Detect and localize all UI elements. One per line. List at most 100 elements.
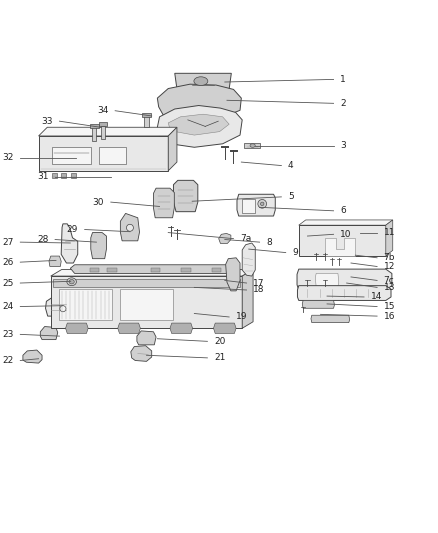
Text: 3: 3: [340, 141, 346, 150]
Text: 25: 25: [2, 279, 14, 287]
Polygon shape: [61, 173, 67, 177]
Ellipse shape: [67, 278, 76, 286]
Bar: [90, 268, 99, 272]
Text: 27: 27: [2, 238, 14, 247]
Text: 1: 1: [340, 75, 346, 84]
Ellipse shape: [60, 305, 66, 312]
Text: 10: 10: [340, 230, 352, 239]
Text: 9: 9: [292, 248, 298, 257]
Text: 12: 12: [384, 262, 395, 271]
Text: 21: 21: [214, 353, 225, 362]
Text: 13: 13: [384, 283, 395, 292]
Polygon shape: [297, 269, 392, 290]
Text: 8: 8: [266, 238, 272, 247]
Polygon shape: [299, 220, 393, 225]
Polygon shape: [92, 127, 96, 141]
Text: 32: 32: [2, 153, 14, 162]
Text: 33: 33: [42, 117, 53, 126]
Polygon shape: [61, 224, 78, 263]
Ellipse shape: [261, 202, 264, 206]
Bar: [151, 268, 160, 272]
Ellipse shape: [127, 224, 134, 231]
Text: 34: 34: [97, 106, 109, 115]
Polygon shape: [168, 127, 177, 171]
Text: 30: 30: [93, 198, 104, 207]
Polygon shape: [142, 114, 151, 117]
Polygon shape: [175, 74, 231, 89]
Polygon shape: [137, 331, 156, 345]
Bar: [107, 268, 117, 272]
Text: 26: 26: [2, 257, 14, 266]
Polygon shape: [60, 289, 112, 320]
Text: 28: 28: [37, 235, 49, 244]
Bar: [212, 268, 221, 272]
Ellipse shape: [69, 279, 74, 284]
Text: 20: 20: [214, 337, 225, 346]
Text: 11: 11: [384, 228, 395, 237]
Polygon shape: [315, 273, 339, 287]
Text: 2: 2: [340, 99, 346, 108]
Polygon shape: [157, 106, 242, 147]
Text: 7a: 7a: [240, 234, 251, 243]
Polygon shape: [213, 323, 236, 334]
Bar: [52, 147, 91, 164]
Text: 24: 24: [3, 302, 14, 311]
Text: 29: 29: [67, 225, 78, 234]
Text: 4: 4: [288, 161, 293, 170]
Polygon shape: [242, 243, 255, 276]
Polygon shape: [118, 323, 141, 334]
Polygon shape: [144, 116, 149, 127]
Polygon shape: [120, 213, 140, 241]
Text: 19: 19: [236, 312, 247, 321]
Polygon shape: [101, 126, 105, 140]
Polygon shape: [244, 143, 261, 148]
Polygon shape: [23, 350, 42, 363]
Polygon shape: [131, 346, 152, 361]
Polygon shape: [46, 296, 72, 316]
Polygon shape: [120, 289, 173, 320]
Polygon shape: [51, 276, 242, 328]
Polygon shape: [325, 238, 355, 256]
Text: 23: 23: [2, 330, 14, 339]
Polygon shape: [311, 315, 350, 322]
Polygon shape: [297, 286, 391, 301]
Text: 18: 18: [253, 286, 265, 295]
Polygon shape: [39, 127, 177, 136]
Polygon shape: [71, 265, 236, 273]
Polygon shape: [90, 124, 99, 128]
Text: 15: 15: [384, 302, 395, 311]
Ellipse shape: [258, 199, 267, 208]
Polygon shape: [157, 84, 241, 119]
Polygon shape: [66, 323, 88, 334]
Text: 16: 16: [384, 312, 395, 321]
Polygon shape: [49, 256, 61, 266]
Bar: [242, 199, 255, 213]
Bar: [181, 268, 191, 272]
Bar: [99, 147, 126, 164]
Text: 5: 5: [288, 192, 293, 201]
Polygon shape: [219, 233, 231, 244]
Polygon shape: [91, 232, 106, 259]
Ellipse shape: [194, 77, 208, 85]
Polygon shape: [237, 194, 275, 216]
Polygon shape: [51, 270, 253, 276]
Text: 6: 6: [340, 206, 346, 215]
Polygon shape: [39, 136, 168, 171]
Polygon shape: [226, 258, 240, 291]
Polygon shape: [299, 225, 386, 256]
Text: 7c: 7c: [384, 276, 394, 285]
Text: 14: 14: [371, 293, 382, 302]
Polygon shape: [52, 173, 57, 177]
Text: 7b: 7b: [384, 253, 395, 262]
Polygon shape: [386, 220, 393, 256]
Polygon shape: [170, 323, 193, 334]
Bar: [53, 279, 240, 287]
Text: 31: 31: [37, 172, 49, 181]
Text: 22: 22: [3, 356, 14, 365]
Polygon shape: [168, 114, 229, 135]
Text: 17: 17: [253, 279, 265, 287]
Polygon shape: [302, 301, 335, 308]
Polygon shape: [173, 180, 198, 212]
Polygon shape: [153, 188, 174, 218]
Ellipse shape: [250, 144, 255, 147]
